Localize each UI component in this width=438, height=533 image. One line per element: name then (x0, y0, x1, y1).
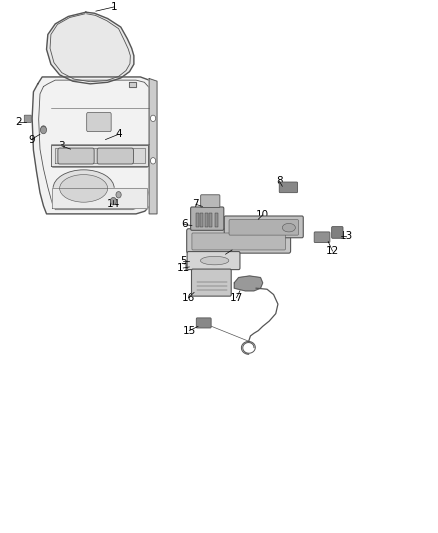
Circle shape (150, 158, 155, 164)
Text: 15: 15 (183, 326, 196, 336)
Text: 13: 13 (340, 231, 353, 241)
Text: 9: 9 (222, 249, 229, 259)
Text: 7: 7 (193, 199, 199, 209)
Text: 3: 3 (59, 141, 65, 151)
Text: 4: 4 (115, 130, 122, 139)
Bar (196, 213, 199, 227)
Text: 5: 5 (180, 256, 187, 265)
Polygon shape (234, 276, 263, 291)
Text: 14: 14 (107, 199, 120, 209)
Bar (209, 213, 212, 227)
FancyBboxPatch shape (24, 115, 31, 123)
FancyBboxPatch shape (58, 148, 94, 164)
Circle shape (110, 197, 117, 205)
FancyBboxPatch shape (229, 220, 298, 235)
Bar (200, 213, 203, 227)
FancyBboxPatch shape (332, 227, 343, 238)
FancyBboxPatch shape (87, 112, 111, 132)
Circle shape (41, 126, 46, 132)
Polygon shape (130, 82, 136, 86)
FancyBboxPatch shape (201, 195, 220, 207)
FancyBboxPatch shape (279, 182, 297, 192)
FancyBboxPatch shape (187, 229, 290, 253)
Text: 11: 11 (177, 263, 190, 273)
Text: 16: 16 (182, 293, 195, 303)
FancyBboxPatch shape (191, 269, 231, 296)
Circle shape (40, 126, 46, 134)
Polygon shape (55, 148, 145, 164)
Polygon shape (32, 77, 154, 214)
FancyBboxPatch shape (191, 207, 224, 230)
Text: 6: 6 (181, 220, 187, 230)
Text: 1: 1 (111, 2, 117, 12)
Text: 8: 8 (276, 176, 283, 186)
FancyBboxPatch shape (187, 252, 240, 270)
Circle shape (116, 191, 121, 198)
Polygon shape (46, 12, 134, 84)
Ellipse shape (60, 175, 108, 202)
FancyBboxPatch shape (192, 233, 286, 250)
Text: 9: 9 (28, 134, 35, 144)
Text: 12: 12 (326, 246, 339, 256)
Text: 2: 2 (16, 117, 22, 127)
Bar (205, 213, 208, 227)
FancyBboxPatch shape (314, 232, 330, 243)
Polygon shape (52, 188, 147, 207)
Polygon shape (51, 145, 148, 166)
Ellipse shape (283, 223, 295, 232)
Text: 17: 17 (230, 293, 243, 303)
Ellipse shape (201, 256, 229, 265)
FancyBboxPatch shape (196, 318, 211, 328)
Text: 10: 10 (256, 210, 269, 220)
FancyBboxPatch shape (224, 216, 303, 238)
Ellipse shape (53, 170, 114, 207)
FancyBboxPatch shape (97, 148, 134, 164)
Circle shape (150, 115, 155, 122)
Bar (215, 213, 218, 227)
Polygon shape (149, 78, 157, 214)
